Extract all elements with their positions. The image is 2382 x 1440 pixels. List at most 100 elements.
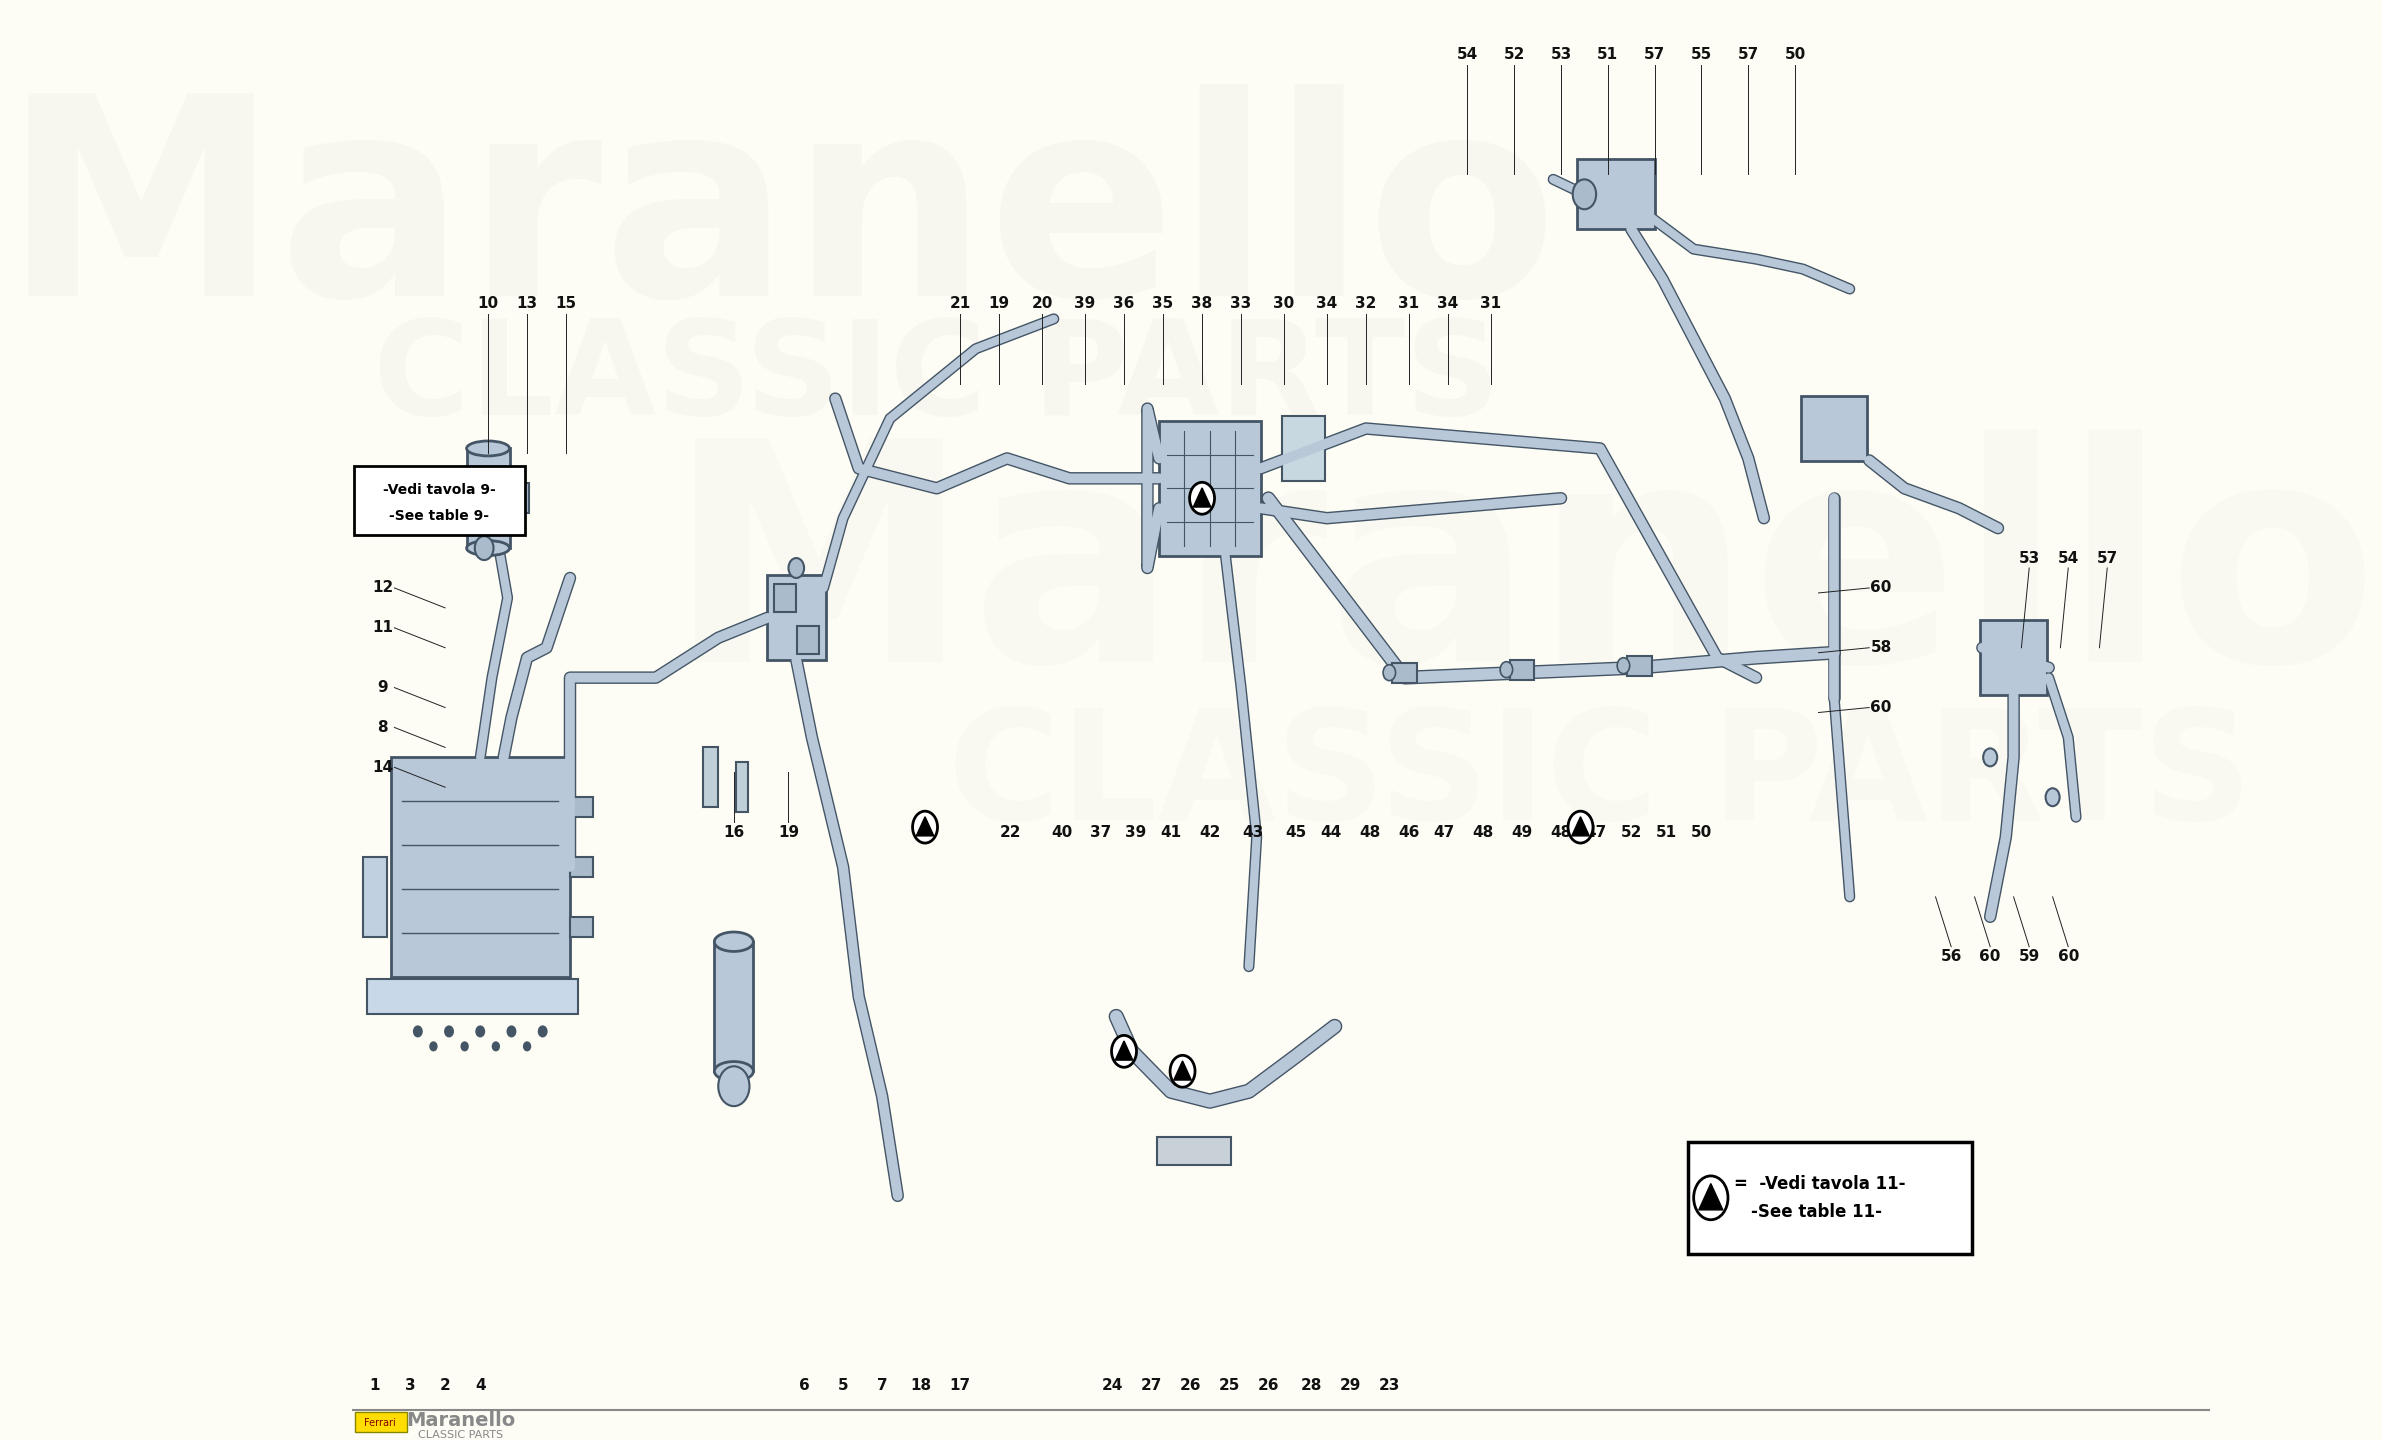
Circle shape: [414, 1027, 422, 1037]
Text: Maranello: Maranello: [667, 429, 2377, 727]
FancyBboxPatch shape: [569, 857, 593, 877]
Circle shape: [474, 536, 493, 560]
Circle shape: [1170, 1056, 1196, 1087]
Text: CLASSIC PARTS: CLASSIC PARTS: [374, 315, 1501, 442]
Text: 28: 28: [1301, 1378, 1322, 1392]
FancyBboxPatch shape: [1689, 1142, 1972, 1254]
Text: 33: 33: [1231, 297, 1251, 311]
FancyBboxPatch shape: [569, 798, 593, 816]
Text: -See table 11-: -See table 11-: [1751, 1202, 1882, 1221]
Text: CLASSIC PARTS: CLASSIC PARTS: [948, 703, 2253, 852]
Circle shape: [1112, 1035, 1136, 1067]
FancyBboxPatch shape: [1577, 160, 1655, 229]
Text: 26: 26: [1179, 1378, 1201, 1392]
Text: Ferrari: Ferrari: [364, 1418, 395, 1428]
Text: 5: 5: [838, 1378, 848, 1392]
Text: 54: 54: [2058, 550, 2079, 566]
FancyBboxPatch shape: [367, 979, 579, 1014]
Text: 60: 60: [1870, 700, 1891, 716]
FancyBboxPatch shape: [355, 467, 524, 536]
Text: 47: 47: [1434, 825, 1455, 840]
Polygon shape: [1174, 1061, 1191, 1080]
FancyBboxPatch shape: [736, 762, 748, 812]
Ellipse shape: [467, 441, 510, 456]
Circle shape: [493, 1043, 498, 1050]
FancyBboxPatch shape: [510, 484, 529, 513]
Circle shape: [1572, 180, 1596, 209]
Text: 49: 49: [1510, 825, 1532, 840]
Circle shape: [1567, 811, 1594, 842]
Bar: [715, 942, 753, 1071]
Text: 40: 40: [1050, 825, 1072, 840]
Circle shape: [538, 1027, 545, 1037]
Text: 53: 53: [1551, 48, 1572, 62]
Text: 50: 50: [1784, 48, 1806, 62]
Text: 10: 10: [476, 297, 498, 311]
Text: 34: 34: [1317, 297, 1339, 311]
Text: 1: 1: [369, 1378, 381, 1392]
Text: 50: 50: [1691, 825, 1713, 840]
Text: Maranello: Maranello: [405, 1411, 515, 1430]
Text: 19: 19: [779, 825, 798, 840]
Polygon shape: [917, 816, 934, 835]
Text: 3: 3: [405, 1378, 414, 1392]
Text: 16: 16: [724, 825, 746, 840]
Ellipse shape: [715, 932, 753, 952]
Text: 57: 57: [2096, 550, 2118, 566]
FancyBboxPatch shape: [391, 757, 569, 976]
Polygon shape: [1572, 816, 1589, 835]
Circle shape: [719, 1066, 750, 1106]
Text: 38: 38: [1191, 297, 1212, 311]
Circle shape: [1984, 749, 1996, 766]
Text: -Vedi tavola 9-: -Vedi tavola 9-: [384, 484, 495, 497]
FancyBboxPatch shape: [1627, 655, 1651, 675]
Circle shape: [462, 1043, 467, 1050]
Text: 25: 25: [1220, 1378, 1241, 1392]
Text: 32: 32: [1355, 297, 1377, 311]
Text: 8: 8: [376, 720, 388, 734]
Text: 22: 22: [1000, 825, 1022, 840]
Text: 43: 43: [1241, 825, 1262, 840]
FancyBboxPatch shape: [1160, 420, 1260, 556]
Text: 4: 4: [474, 1378, 486, 1392]
FancyBboxPatch shape: [767, 576, 827, 660]
Text: 46: 46: [1398, 825, 1420, 840]
Ellipse shape: [715, 1061, 753, 1081]
Text: 34: 34: [1436, 297, 1458, 311]
FancyBboxPatch shape: [355, 1413, 407, 1431]
Polygon shape: [1698, 1184, 1722, 1210]
Text: 23: 23: [1379, 1378, 1401, 1392]
FancyBboxPatch shape: [1510, 660, 1534, 680]
Text: 2: 2: [441, 1378, 450, 1392]
Text: 12: 12: [372, 580, 393, 596]
Text: 51: 51: [1655, 825, 1677, 840]
FancyBboxPatch shape: [774, 585, 796, 612]
Text: 21: 21: [950, 297, 972, 311]
Text: 48: 48: [1472, 825, 1494, 840]
Circle shape: [1189, 482, 1215, 514]
FancyBboxPatch shape: [1979, 621, 2046, 696]
Text: 60: 60: [1979, 949, 2001, 965]
Circle shape: [1501, 662, 1513, 678]
Circle shape: [1384, 665, 1396, 681]
Text: 7: 7: [877, 1378, 888, 1392]
Text: 36: 36: [1112, 297, 1134, 311]
Text: 19: 19: [989, 297, 1010, 311]
Text: -See table 9-: -See table 9-: [388, 510, 488, 523]
Circle shape: [476, 1027, 484, 1037]
Text: 60: 60: [2058, 949, 2079, 965]
FancyBboxPatch shape: [703, 747, 719, 808]
Text: 53: 53: [2018, 550, 2039, 566]
FancyBboxPatch shape: [569, 917, 593, 937]
Text: 20: 20: [1031, 297, 1053, 311]
Text: 18: 18: [910, 1378, 931, 1392]
FancyBboxPatch shape: [362, 857, 386, 937]
Text: 15: 15: [555, 297, 576, 311]
Text: Maranello: Maranello: [2, 84, 1558, 354]
FancyBboxPatch shape: [798, 626, 819, 654]
Text: 42: 42: [1198, 825, 1220, 840]
FancyBboxPatch shape: [1282, 416, 1324, 481]
Text: 14: 14: [372, 760, 393, 775]
Circle shape: [524, 1043, 531, 1050]
Text: 27: 27: [1141, 1378, 1162, 1392]
